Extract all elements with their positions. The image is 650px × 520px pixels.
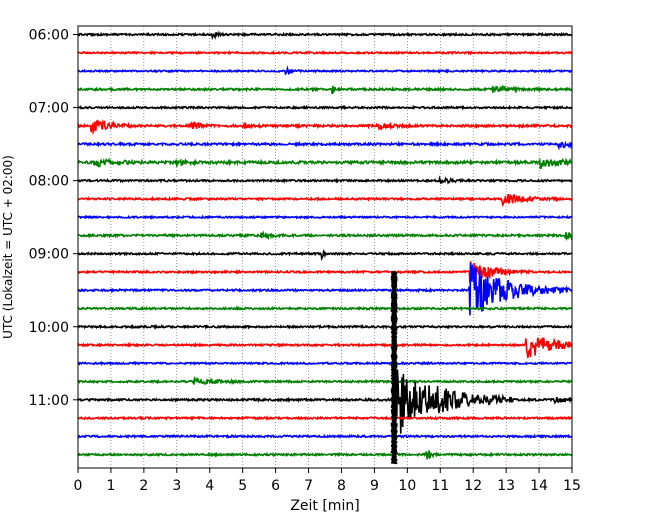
y-tick-label: 10:00 [29,320,69,336]
trace-10:15 [77,337,573,358]
trace-10:00 [77,323,573,330]
x-tick-label: 11 [431,478,449,494]
x-tick-label: 13 [497,478,515,494]
y-axis-title: UTC (Lokalzeit = UTC + 02:00) [1,155,15,339]
trace-07:00 [77,104,573,111]
y-tick-label: 06:00 [29,28,69,44]
trace-11:00 [77,369,573,434]
x-tick-label: 12 [464,478,482,494]
trace-08:00 [77,175,573,185]
x-tick-label: 0 [74,478,83,494]
trace-08:45 [77,230,573,242]
trace-10:45 [77,375,573,386]
trace-group [77,30,573,465]
x-tick-label: 9 [370,478,379,494]
trace-07:15 [77,119,573,136]
x-tick-label: 14 [530,478,548,494]
x-tick-label: 5 [238,478,247,494]
x-tick-label: 10 [398,478,416,494]
x-tick-label: 6 [271,478,280,494]
plot-frame [77,25,573,469]
trace-09:00 [77,249,573,262]
trace-09:30 [77,262,573,316]
x-tick-label: 15 [563,478,581,494]
trace-11:30 [77,433,573,440]
x-tick-label: 2 [139,478,148,494]
y-tick-label: 09:00 [29,247,69,263]
major-quake-spike [390,271,398,465]
trace-09:45 [77,305,573,312]
trace-11:45 [77,450,573,460]
trace-08:15 [77,193,573,207]
x-axis-title: Zeit [min] [290,498,359,514]
y-tick-label: 08:00 [29,174,69,190]
x-tick-label: 1 [106,478,115,494]
trace-10:30 [77,360,573,367]
trace-11:15 [77,415,573,422]
x-tick-label: 3 [172,478,181,494]
x-tick-label: 4 [205,478,214,494]
y-axis: 06:00 07:00 08:00 09:00 10:00 11:00 [29,28,78,409]
trace-06:30 [77,65,573,76]
trace-09:15 [77,261,573,283]
x-tick-label: 8 [337,478,346,494]
trace-08:30 [77,214,573,220]
trace-06:45 [77,84,573,95]
y-tick-label: 11:00 [29,393,69,409]
trace-07:45 [77,157,573,170]
x-tick-label: 7 [304,478,313,494]
trace-07:30 [77,140,573,151]
y-tick-label: 07:00 [29,101,69,117]
trace-06:15 [77,50,573,56]
trace-06:00 [77,30,573,41]
x-axis: 0 1 2 3 4 5 6 7 8 9 10 11 12 13 14 15 [74,468,581,494]
